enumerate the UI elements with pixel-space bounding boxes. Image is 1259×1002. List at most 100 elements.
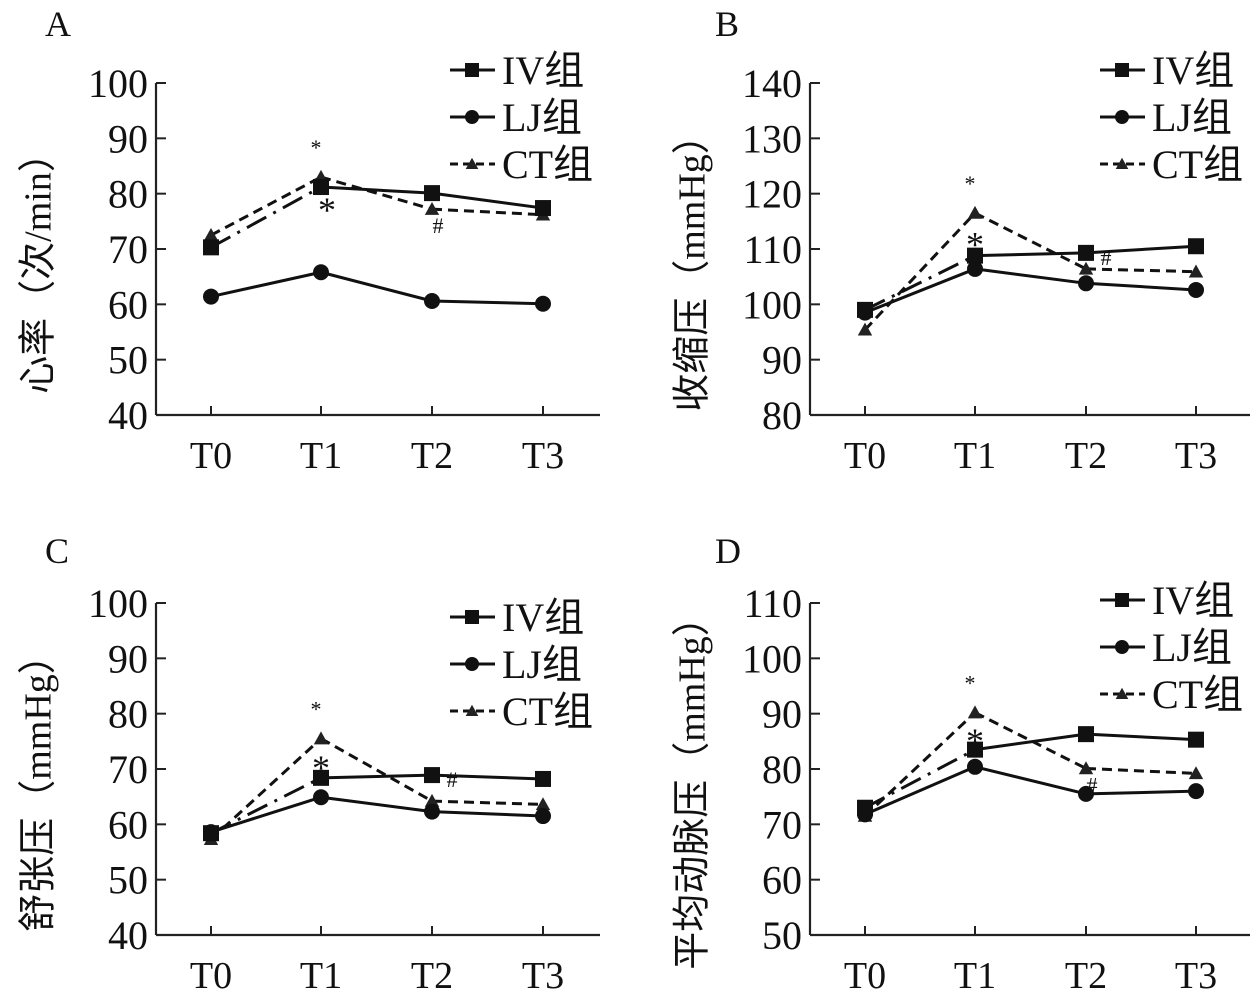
data-point-triangle xyxy=(1188,766,1204,780)
legend-label: CT组 xyxy=(502,142,593,187)
series-triangle xyxy=(857,205,1204,336)
data-point-square xyxy=(967,741,983,758)
data-point-triangle xyxy=(313,731,329,745)
series-line-segment xyxy=(974,251,1087,258)
series-line-segment xyxy=(1085,267,1197,274)
y-tick-label: 50 xyxy=(762,913,802,958)
y-axis-label: 舒张压（mmHg） xyxy=(18,636,60,932)
annotation-asterisk: * xyxy=(966,721,984,761)
series-line-segment xyxy=(210,270,322,299)
y-tick-label: 70 xyxy=(762,802,802,847)
series-line-segment xyxy=(210,185,322,249)
y-tick-label: 100 xyxy=(742,636,802,681)
legend-marker-square xyxy=(1115,593,1129,607)
data-point-triangle xyxy=(203,227,219,241)
legend-marker-circle xyxy=(465,657,479,671)
y-tick-label: 110 xyxy=(743,227,802,272)
series-line-segment xyxy=(210,795,322,834)
series-line-segment xyxy=(431,799,544,806)
data-point-square xyxy=(313,769,329,786)
x-tick-label: T1 xyxy=(954,435,996,477)
series-line-segment xyxy=(864,748,976,810)
legend-label: LJ组 xyxy=(1152,95,1232,140)
y-axis-label: 心率（次/min） xyxy=(18,134,60,394)
data-point-square xyxy=(424,767,440,784)
legend-label: IV组 xyxy=(1152,578,1234,623)
series-square xyxy=(857,726,1204,816)
series-line-segment xyxy=(210,776,322,835)
data-point-circle xyxy=(313,789,329,806)
y-tick-label: 120 xyxy=(742,172,802,217)
annotation-asterisk: * xyxy=(966,224,984,264)
data-point-triangle xyxy=(1078,761,1094,775)
x-tick-label: T2 xyxy=(411,435,453,477)
series-line-segment xyxy=(974,765,1087,796)
annotation-asterisk: * xyxy=(965,171,976,196)
series-line-segment xyxy=(974,211,1087,271)
y-axis-label: 平均动脉压（mmHg） xyxy=(672,598,714,970)
series-line-segment xyxy=(864,267,976,315)
legend-label: CT组 xyxy=(502,689,593,734)
series-square xyxy=(203,179,551,256)
data-point-square xyxy=(535,200,551,217)
series-line-segment xyxy=(431,191,544,210)
y-tick-label: 80 xyxy=(108,692,148,737)
x-tick-label: T2 xyxy=(1065,435,1107,477)
y-tick-label: 130 xyxy=(742,116,802,161)
y-axis-label: 收缩压（mmHg） xyxy=(672,116,714,412)
y-tick-label: 140 xyxy=(742,61,802,106)
annotation-hash: # xyxy=(447,767,458,792)
x-tick-label: T3 xyxy=(522,955,564,997)
legend-label: LJ组 xyxy=(1152,625,1232,670)
data-point-square xyxy=(1078,244,1094,261)
data-point-circle xyxy=(535,808,551,825)
series-circle xyxy=(203,264,551,312)
data-point-circle xyxy=(424,803,440,820)
y-tick-label: 100 xyxy=(742,282,802,327)
data-point-triangle xyxy=(1078,261,1094,275)
y-tick-label: 60 xyxy=(108,802,148,847)
legend-marker-triangle xyxy=(465,157,479,170)
data-point-square xyxy=(857,301,873,318)
data-point-circle xyxy=(1188,783,1204,800)
y-tick-label: 100 xyxy=(88,61,148,106)
y-tick-label: 60 xyxy=(108,282,148,327)
data-point-square xyxy=(424,185,440,202)
series-line-segment xyxy=(431,810,544,818)
data-point-square xyxy=(1188,238,1204,255)
series-line-segment xyxy=(210,175,322,237)
series-circle xyxy=(857,260,1204,321)
series-line-segment xyxy=(863,212,977,331)
legend-marker-circle xyxy=(1115,640,1129,654)
y-tick-label: 40 xyxy=(108,913,148,958)
series-line-segment xyxy=(864,254,976,312)
data-point-circle xyxy=(313,264,329,281)
series-square xyxy=(857,238,1204,318)
series-line-segment xyxy=(1085,766,1197,775)
series-line-segment xyxy=(431,773,544,781)
data-point-triangle xyxy=(857,322,873,336)
legend-marker-square xyxy=(465,610,479,624)
annotation-asterisk: * xyxy=(318,190,336,230)
legend-marker-triangle xyxy=(1115,687,1129,700)
data-point-circle xyxy=(424,293,440,310)
series-line-segment xyxy=(320,185,433,195)
panel-d: D 50 60 70 80 90 100 110 T0 T1 T2 T3 平均动脉压（mmHg） * * # I… xyxy=(672,531,1250,997)
series-line-segment xyxy=(431,207,544,217)
legend-marker-triangle xyxy=(1115,157,1129,170)
series-line-segment xyxy=(974,732,1087,752)
data-point-square xyxy=(203,825,219,842)
annotation-asterisk: * xyxy=(965,671,976,696)
data-point-square xyxy=(313,179,329,196)
y-tick-label: 40 xyxy=(108,393,148,438)
legend-marker-square xyxy=(1115,63,1129,77)
legend-label: IV组 xyxy=(502,595,584,640)
legend-marker-circle xyxy=(1115,110,1129,124)
data-point-circle xyxy=(967,260,983,277)
data-point-triangle xyxy=(967,705,983,719)
